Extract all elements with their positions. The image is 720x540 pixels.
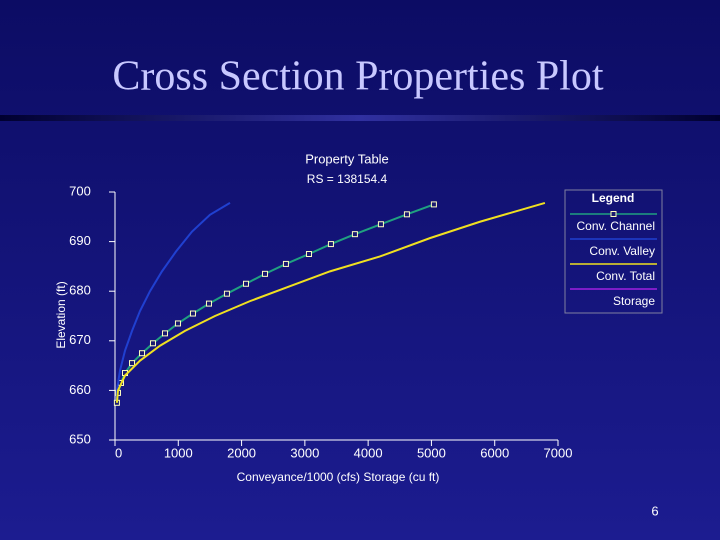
x-tick-label: 2000 bbox=[227, 445, 256, 460]
legend-label: Conv. Valley bbox=[589, 244, 655, 258]
series-marker bbox=[189, 310, 196, 317]
y-tick-label: 670 bbox=[69, 332, 91, 347]
x-tick-label: 4000 bbox=[354, 445, 383, 460]
legend-label: Conv. Channel bbox=[577, 219, 656, 233]
series-marker bbox=[282, 260, 289, 267]
x-tick-label: 5000 bbox=[417, 445, 446, 460]
x-axis-label: Conveyance/1000 (cfs) Storage (cu ft) bbox=[237, 470, 440, 484]
legend-box bbox=[564, 189, 663, 314]
chart-subtitle: RS = 138154.4 bbox=[307, 172, 388, 186]
y-tick-label: 680 bbox=[69, 283, 91, 298]
series-line bbox=[115, 201, 546, 403]
y-tick-label: 690 bbox=[69, 233, 91, 248]
y-axis-label: Elevation (ft) bbox=[54, 281, 68, 348]
y-tick-label: 660 bbox=[69, 382, 91, 397]
series-marker bbox=[377, 221, 384, 228]
y-tick-label: 700 bbox=[69, 183, 91, 198]
x-tick-label: 7000 bbox=[544, 445, 573, 460]
series-marker bbox=[149, 340, 156, 347]
legend-label: Conv. Total bbox=[596, 269, 655, 283]
legend-title: Legend bbox=[592, 191, 635, 205]
series-marker bbox=[351, 231, 358, 238]
series-line bbox=[115, 202, 231, 403]
series-marker bbox=[305, 251, 312, 257]
series-marker bbox=[205, 300, 212, 307]
series-marker bbox=[243, 280, 250, 287]
series-marker bbox=[327, 241, 334, 248]
series-marker bbox=[430, 201, 437, 208]
x-tick-label: 3000 bbox=[290, 445, 319, 460]
page-number: 6 bbox=[651, 503, 658, 518]
legend-label: Storage bbox=[613, 294, 655, 308]
series-marker bbox=[261, 270, 268, 277]
series-marker bbox=[403, 211, 410, 218]
x-tick-label: 6000 bbox=[480, 445, 509, 460]
series-marker bbox=[139, 350, 146, 357]
x-tick-label: 0 bbox=[115, 445, 122, 460]
legend-marker bbox=[610, 211, 617, 217]
series-marker bbox=[129, 360, 136, 367]
slide-title: Cross Section Properties Plot bbox=[112, 54, 603, 100]
series-marker bbox=[161, 330, 168, 337]
x-tick-label: 1000 bbox=[164, 445, 193, 460]
series-marker bbox=[174, 320, 181, 327]
chart-title: Property Table bbox=[305, 151, 389, 166]
series-marker bbox=[223, 290, 230, 297]
y-tick-label: 650 bbox=[69, 431, 91, 446]
title-rule bbox=[0, 115, 720, 121]
